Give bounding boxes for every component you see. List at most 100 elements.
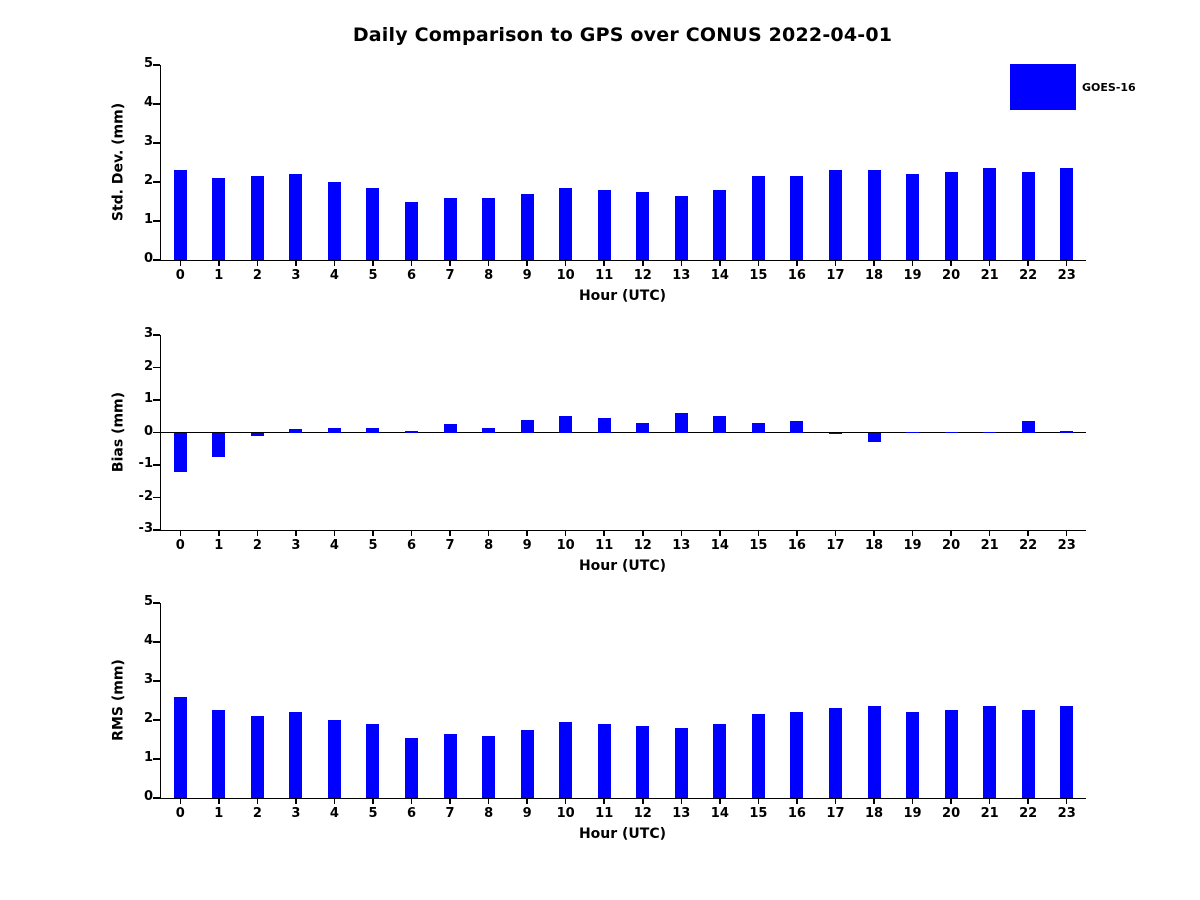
x-tick [295,260,297,266]
x-tick [757,798,760,804]
y-tick-label: 0 [143,423,153,439]
x-tick-label: 6 [406,268,417,283]
x-tick-label: 21 [980,268,999,283]
x-tick-label: 14 [710,538,729,553]
x-tick [410,260,413,266]
bar-hour-12 [636,725,650,798]
y-tick-label: 1 [143,750,153,765]
x-tick-label: 23 [1057,806,1076,821]
y-tick-label: 4 [143,95,153,110]
x-tick-label: 20 [942,806,961,821]
y-tick [153,758,160,760]
x-tick [642,798,644,804]
x-tick-label: 10 [556,538,575,553]
y-tick [153,431,160,434]
x-tick [487,260,490,266]
x-tick-label: 16 [787,268,806,283]
x-tick [719,530,721,536]
y-tick-label: 3 [143,326,153,341]
y-tick [153,181,160,183]
x-tick-label: 1 [214,806,224,821]
x-tick [179,530,182,536]
x-tick [410,798,413,804]
y-tick [153,334,160,336]
bar-hour-13 [674,195,688,260]
x-tick [1027,530,1029,536]
x-tick [218,530,220,536]
x-tick [333,260,336,266]
bar-hour-5 [366,187,380,260]
bar-hour-16 [790,421,804,433]
x-tick [256,530,259,536]
bar-hour-8 [482,197,496,260]
x-tick [256,798,259,804]
x-tick-label: 12 [633,538,652,553]
x-tick-label: 18 [864,268,884,283]
x-tick [218,260,220,266]
bar-hour-20 [944,172,958,260]
x-tick [295,798,297,804]
x-tick-label: 7 [445,806,455,821]
x-tick-label: 9 [522,806,532,821]
bar-hour-23 [1060,168,1074,260]
rms-plot-area: 0 1 2 3 4 5 0 1 2 3 4 5 6 7 8 9 10 11 12 13 14 15 16 17 18 19 20 21… [144,594,1086,821]
bar-hour-2 [250,716,264,798]
x-tick [757,530,760,536]
x-tick-label: 14 [710,268,729,283]
x-tick-label: 8 [484,538,494,553]
bar-hour-19 [906,174,920,260]
bar-hour-12 [636,422,650,433]
x-tick-label: 2 [252,268,262,283]
bar-hour-7 [443,197,457,260]
y-tick [153,464,160,466]
x-tick-label: 12 [633,268,652,283]
x-tick-label: 4 [329,538,339,553]
x-tick-label: 5 [368,538,378,553]
x-tick-label: 8 [484,806,494,821]
y-tick-label: 1 [143,391,153,406]
x-tick [873,260,875,266]
x-tick-label: 11 [595,268,614,283]
bar-hour-16 [790,712,804,798]
x-tick [256,260,259,266]
x-tick-label: 1 [214,268,224,283]
bar-hour-5 [366,723,380,798]
bar-hour-0 [173,170,187,260]
figure-title: Daily Comparison to GPS over CONUS 2022-… [352,24,893,46]
x-tick-label: 20 [942,538,961,553]
x-tick-label: 7 [445,268,455,283]
x-tick [642,530,644,536]
bar-hour-13 [674,413,688,433]
bar-hour-4 [327,182,341,260]
y-tick [153,680,160,682]
x-tick-label: 5 [368,268,378,283]
bar-hour-3 [289,712,303,798]
x-tick-label: 4 [329,806,339,821]
stddev-y-axis-label: Std. Dev. (mm) [110,102,127,222]
bar-hour-13 [674,727,688,798]
bar-hour-21 [983,431,997,433]
y-tick-label: 2 [143,711,153,726]
x-tick [603,260,605,266]
x-tick-label: 3 [291,538,301,553]
x-tick [834,530,837,536]
x-tick [719,260,721,266]
bar-hour-17 [828,170,842,260]
bar-hour-15 [751,422,765,433]
bar-hour-20 [944,710,958,798]
y-tick [153,103,160,105]
bar-hour-14 [713,189,727,260]
x-tick [410,530,413,536]
y-tick-label: -2 [138,488,153,504]
bar-hour-15 [751,176,765,260]
y-tick [153,366,160,369]
x-tick [372,798,374,804]
stddev-plot-area: 0 1 2 3 4 5 0 1 2 3 4 5 6 7 8 9 10 11 12 13 14 15 16 17 18 19 20 21… [144,56,1086,283]
bar-hour-16 [790,176,804,260]
x-tick [295,530,297,536]
bar-hour-2 [250,176,264,260]
x-tick-label: 2 [252,806,262,821]
y-tick-label: 5 [143,56,153,71]
x-tick-label: 15 [749,268,768,283]
